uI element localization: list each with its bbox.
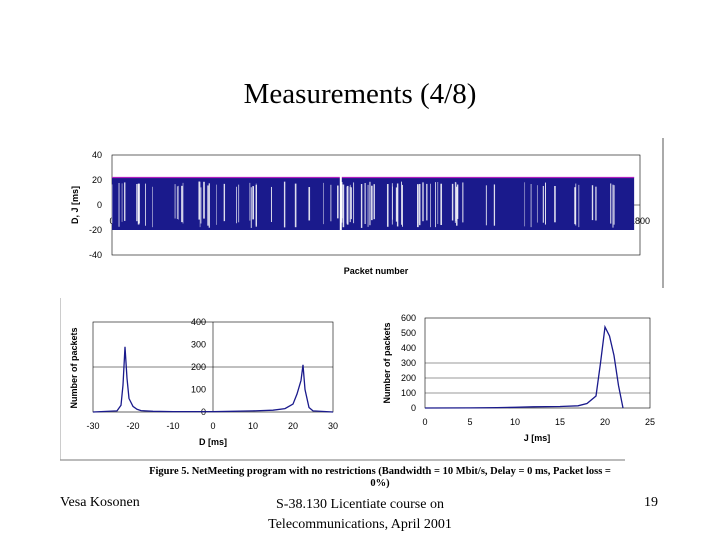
bottom-left-xtick: 0: [210, 421, 215, 431]
bottom-left-series-line: [92, 346, 334, 413]
top-chart-ytick: -20: [89, 225, 102, 235]
bottom-right-xtick: 15: [555, 417, 565, 427]
bottom-right-xlabel: J [ms]: [524, 433, 551, 443]
bottom-right-ytick: 300: [401, 358, 416, 368]
bottom-right-xtick: 0: [422, 417, 427, 427]
bottom-right-xtick: 25: [645, 417, 655, 427]
bottom-left-ytick: 200: [191, 362, 206, 372]
bottom-right-ytick: 0: [411, 403, 416, 413]
top-chart-ylabel: D, J [ms]: [70, 186, 80, 224]
bottom-left-xtick: -10: [166, 421, 179, 431]
top-chart-ytick: 0: [97, 200, 102, 210]
bottom-right-xtick: 10: [510, 417, 520, 427]
footer-course: S-38.130 Licentiate course on Telecommun…: [200, 495, 520, 535]
top-chart-ytick: 40: [92, 150, 102, 160]
bottom-left-xtick: -30: [86, 421, 99, 431]
top-chart-xtick: 1800: [630, 216, 650, 226]
bottom-left-ylabel: Number of packets: [69, 327, 79, 408]
bottom-left-ytick: 100: [191, 385, 206, 395]
bottom-right-xtick: 20: [600, 417, 610, 427]
top-chart-d-band: [112, 177, 635, 230]
bottom-right-ytick: 100: [401, 388, 416, 398]
figure-caption: Figure 5. NetMeeting program with no res…: [149, 466, 611, 489]
footer-course-line1: S-38.130 Licentiate course on: [276, 497, 444, 512]
bottom-right-ytick: 500: [401, 328, 416, 338]
bottom-left-ytick: 400: [191, 317, 206, 327]
top-chart-xlabel: Packet number: [344, 266, 409, 276]
bottom-right-ytick: 400: [401, 343, 416, 353]
bottom-left-xtick: 20: [288, 421, 298, 431]
top-chart-ytick: 20: [92, 175, 102, 185]
bottom-left-ytick: 300: [191, 340, 206, 350]
bottom-left-xtick: -20: [126, 421, 139, 431]
footer-course-line2: Telecommunications, April 2001: [268, 517, 452, 532]
bottom-left-xtick: 10: [248, 421, 258, 431]
bottom-right-ytick: 200: [401, 373, 416, 383]
bottom-right-ylabel: Number of packets: [382, 322, 392, 403]
bottom-left-xlabel: D [ms]: [199, 437, 227, 447]
bottom-right-ytick: 600: [401, 313, 416, 323]
bottom-right-series-line: [424, 324, 624, 409]
bottom-right-xtick: 5: [467, 417, 472, 427]
bottom-right-chart: 600 500 400 300 200 100 0 0 5 10 15 20 25 J [ms] Nu…: [382, 313, 655, 443]
slide-title: Measurements (4/8): [243, 78, 477, 110]
page-number: 19: [644, 495, 658, 510]
bottom-left-xtick: 30: [328, 421, 338, 431]
footer-author: Vesa Kosonen: [60, 495, 140, 510]
top-chart-ytick: -40: [89, 250, 102, 260]
